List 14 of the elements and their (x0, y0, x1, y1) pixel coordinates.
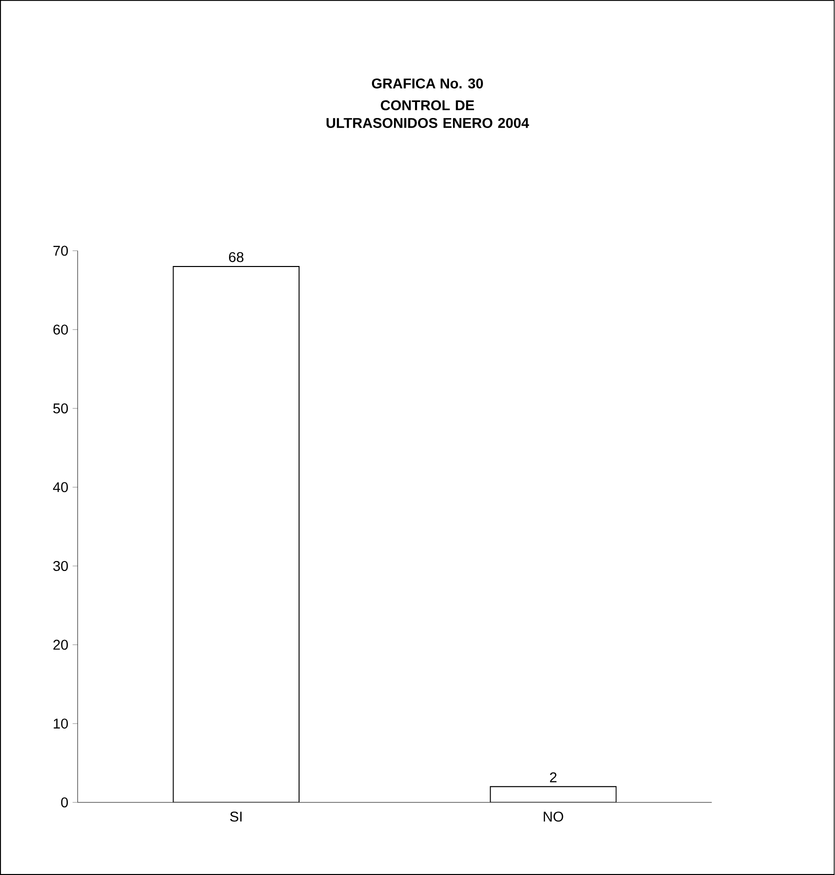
chart-subtitle: CONTROL DE ULTRASONIDOS ENERO 2004 (326, 100, 530, 128)
data-label: 2 (550, 772, 557, 782)
y-tick-label: 30 (53, 560, 68, 571)
x-tick-label: SI (230, 812, 242, 822)
chart-title: GRAFICA No. 30 (372, 78, 484, 88)
y-tick-label: 50 (53, 403, 68, 414)
y-tick-label: 10 (54, 718, 68, 729)
y-tick-label: 70 (54, 246, 68, 256)
data-label: 68 (229, 252, 244, 262)
y-tick-label: 20 (54, 640, 68, 650)
x-tick-label: NO (544, 812, 564, 822)
y-tick-label: 0 (61, 797, 68, 808)
y-tick-label: 40 (53, 482, 68, 492)
y-tick-label: 60 (54, 324, 68, 335)
